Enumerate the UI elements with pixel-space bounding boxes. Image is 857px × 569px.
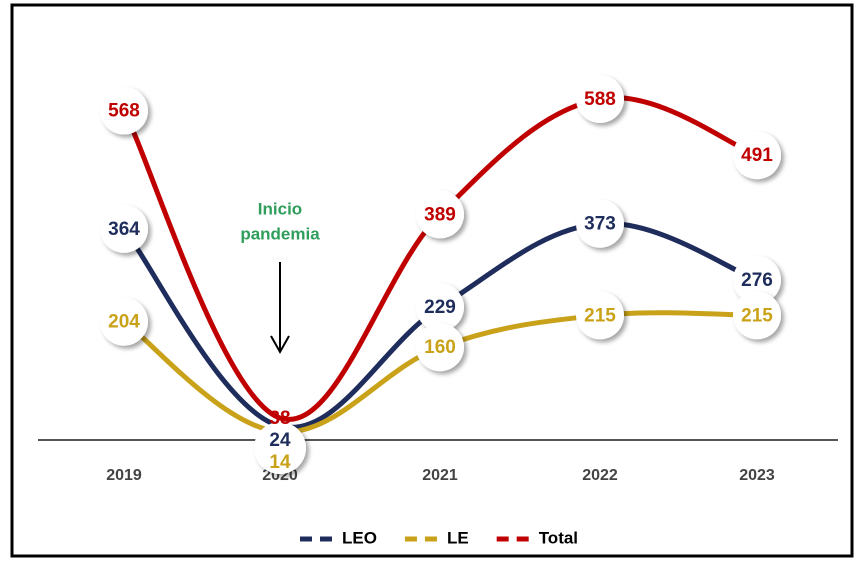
- data-label: 364: [108, 219, 140, 240]
- label-bubble: [576, 199, 624, 248]
- annotation: Inicio: [258, 199, 302, 218]
- x-tick-label: 2021: [422, 467, 458, 484]
- label-bubble: [733, 255, 781, 304]
- label-bubble: [100, 204, 148, 253]
- label-bubble: [576, 291, 624, 340]
- label-bubble: [733, 131, 781, 180]
- data-label: 373: [584, 214, 616, 235]
- data-label: 389: [424, 204, 456, 225]
- data-label: 38: [269, 408, 290, 429]
- x-tick-label: 2019: [106, 467, 142, 484]
- legend-label: LEO: [342, 528, 377, 547]
- data-label: 215: [741, 305, 773, 326]
- label-bubble: [576, 74, 624, 123]
- data-label: 14: [269, 452, 291, 473]
- legend-label: Total: [539, 528, 578, 547]
- legend-label: LE: [447, 528, 469, 547]
- data-label: 491: [741, 145, 773, 166]
- data-label: 229: [424, 297, 456, 318]
- label-bubble: [100, 297, 148, 346]
- label-bubble: [416, 323, 464, 372]
- series-line: [121, 95, 758, 422]
- data-label: 24: [269, 430, 291, 451]
- label-bubble: [416, 190, 464, 239]
- label-bubble: [100, 86, 148, 135]
- x-tick-label: 2022: [582, 467, 618, 484]
- x-tick-label: 2023: [739, 467, 775, 484]
- data-label: 204: [108, 312, 140, 333]
- data-label: 568: [108, 101, 140, 122]
- data-label: 160: [424, 337, 456, 358]
- label-bubble: [416, 283, 464, 332]
- data-label: 276: [741, 270, 773, 291]
- frame: [10, 3, 854, 558]
- label-bubble: [254, 421, 306, 474]
- data-label: 215: [584, 305, 616, 326]
- annotation-arrowhead: [270, 335, 290, 355]
- label-bubble: [733, 291, 781, 340]
- data-label: 588: [584, 89, 616, 110]
- annotation: pandemia: [240, 224, 320, 243]
